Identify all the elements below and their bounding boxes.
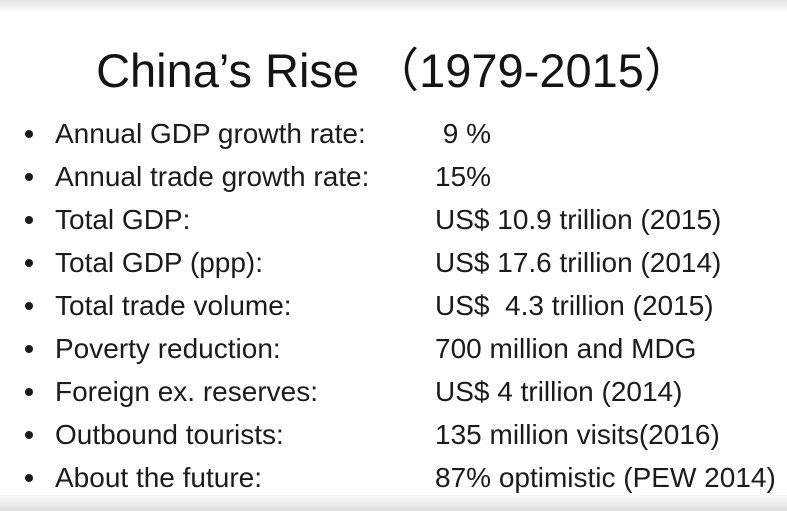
bullet-value: 15% xyxy=(435,161,492,192)
bullet-icon xyxy=(25,388,33,396)
bullet-row: Total trade volume: US$ 4.3 trillion (20… xyxy=(0,284,787,327)
bullet-icon xyxy=(25,216,33,224)
bullet-icon xyxy=(25,173,33,181)
bullet-icon xyxy=(25,474,33,482)
bullet-value: 700 million and MDG xyxy=(435,333,697,364)
bullet-icon xyxy=(25,130,33,138)
bullet-row: Annual trade growth rate: 15% xyxy=(0,155,787,198)
bullet-label: Foreign ex. reserves: xyxy=(55,376,318,407)
bullet-label: About the future: xyxy=(55,462,263,493)
top-edge-band xyxy=(0,0,787,13)
bullet-row: Total GDP (ppp): US$ 17.6 trillion (2014… xyxy=(0,241,787,284)
bullet-icon xyxy=(25,345,33,353)
bullet-value: US$ 4.3 trillion (2015) xyxy=(435,290,714,321)
bullet-label: Outbound tourists: xyxy=(55,419,284,450)
bullet-value: US$ 17.6 trillion (2014) xyxy=(435,247,722,278)
bullet-list: Annual GDP growth rate: 9 % Annual trade… xyxy=(0,112,787,499)
bottom-edge-band xyxy=(0,495,787,511)
bullet-label: Total GDP (ppp): xyxy=(55,247,264,278)
slide-title: China’s Rise （1979-2015） xyxy=(96,44,691,98)
bullet-label: Total GDP: xyxy=(55,204,191,235)
bullet-row: Outbound tourists: 135 million visits(20… xyxy=(0,413,787,456)
bullet-value: 9 % xyxy=(435,118,492,149)
bullet-label: Annual trade growth rate: xyxy=(55,161,370,192)
bullet-row: Total GDP: US$ 10.9 trillion (2015) xyxy=(0,198,787,241)
bullet-row: About the future: 87% optimistic (PEW 20… xyxy=(0,456,787,499)
bullet-label: Poverty reduction: xyxy=(55,333,281,364)
bullet-icon xyxy=(25,302,33,310)
bullet-value: US$ 4 trillion (2014) xyxy=(435,376,683,407)
bullet-row: Foreign ex. reserves: US$ 4 trillion (20… xyxy=(0,370,787,413)
bullet-label: Annual GDP growth rate: xyxy=(55,118,366,149)
bullet-value: 135 million visits(2016) xyxy=(435,419,720,450)
bullet-row: Poverty reduction: 700 million and MDG xyxy=(0,327,787,370)
bullet-icon xyxy=(25,259,33,267)
bullet-label: Total trade volume: xyxy=(55,290,292,321)
bullet-icon xyxy=(25,431,33,439)
bullet-row: Annual GDP growth rate: 9 % xyxy=(0,112,787,155)
bullet-value: 87% optimistic (PEW 2014) xyxy=(435,462,776,493)
bullet-value: US$ 10.9 trillion (2015) xyxy=(435,204,722,235)
